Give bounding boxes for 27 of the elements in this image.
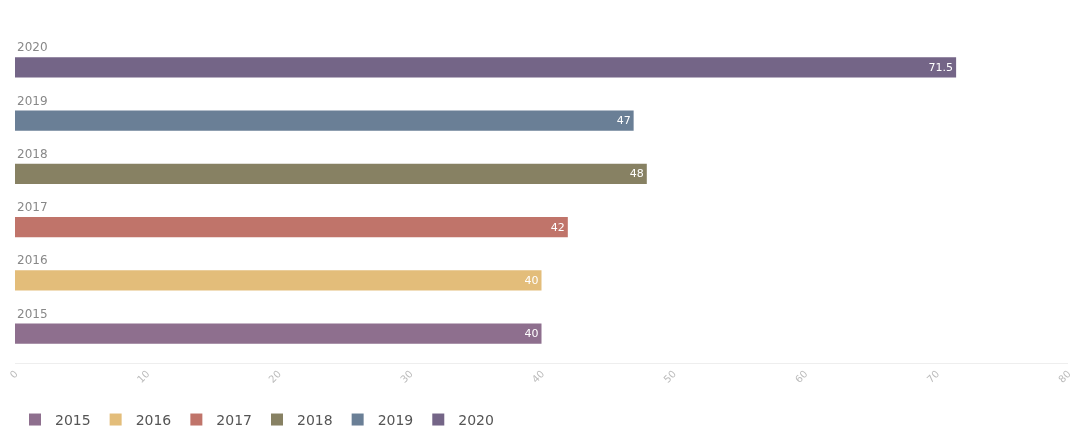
data-label: 42 (550, 220, 565, 234)
x-tick-label: 70 (924, 368, 942, 385)
legend-label: 2016 (135, 411, 172, 428)
legend-label: 2017 (216, 411, 252, 428)
y-tick-label: 2017 (17, 200, 48, 214)
legend-label: 2015 (55, 411, 91, 428)
y-tick-label: 2020 (17, 40, 48, 54)
data-label: 40 (524, 273, 539, 287)
data-label: 40 (524, 327, 539, 341)
data-label: 48 (629, 167, 644, 181)
legend-label: 2020 (458, 411, 494, 428)
legend-label: 2019 (377, 411, 414, 428)
x-tick-label: 30 (398, 368, 415, 385)
y-tick-label: 2018 (17, 147, 48, 161)
legend-label: 2018 (297, 411, 333, 428)
y-tick-label: 2015 (17, 307, 48, 321)
x-tick-label: 50 (661, 368, 679, 385)
x-tick-label: 60 (792, 368, 810, 385)
y-tick-label: 2016 (17, 253, 48, 267)
x-tick-label: 20 (266, 368, 284, 385)
data-label: 71.5 (928, 60, 954, 74)
x-tick-label: 10 (134, 368, 152, 385)
y-tick-label: 2019 (17, 94, 48, 108)
x-tick-label: 40 (529, 368, 547, 385)
data-label: 47 (616, 114, 631, 128)
x-tick-label: 80 (1056, 368, 1073, 385)
x-tick-label: 0 (7, 368, 20, 381)
